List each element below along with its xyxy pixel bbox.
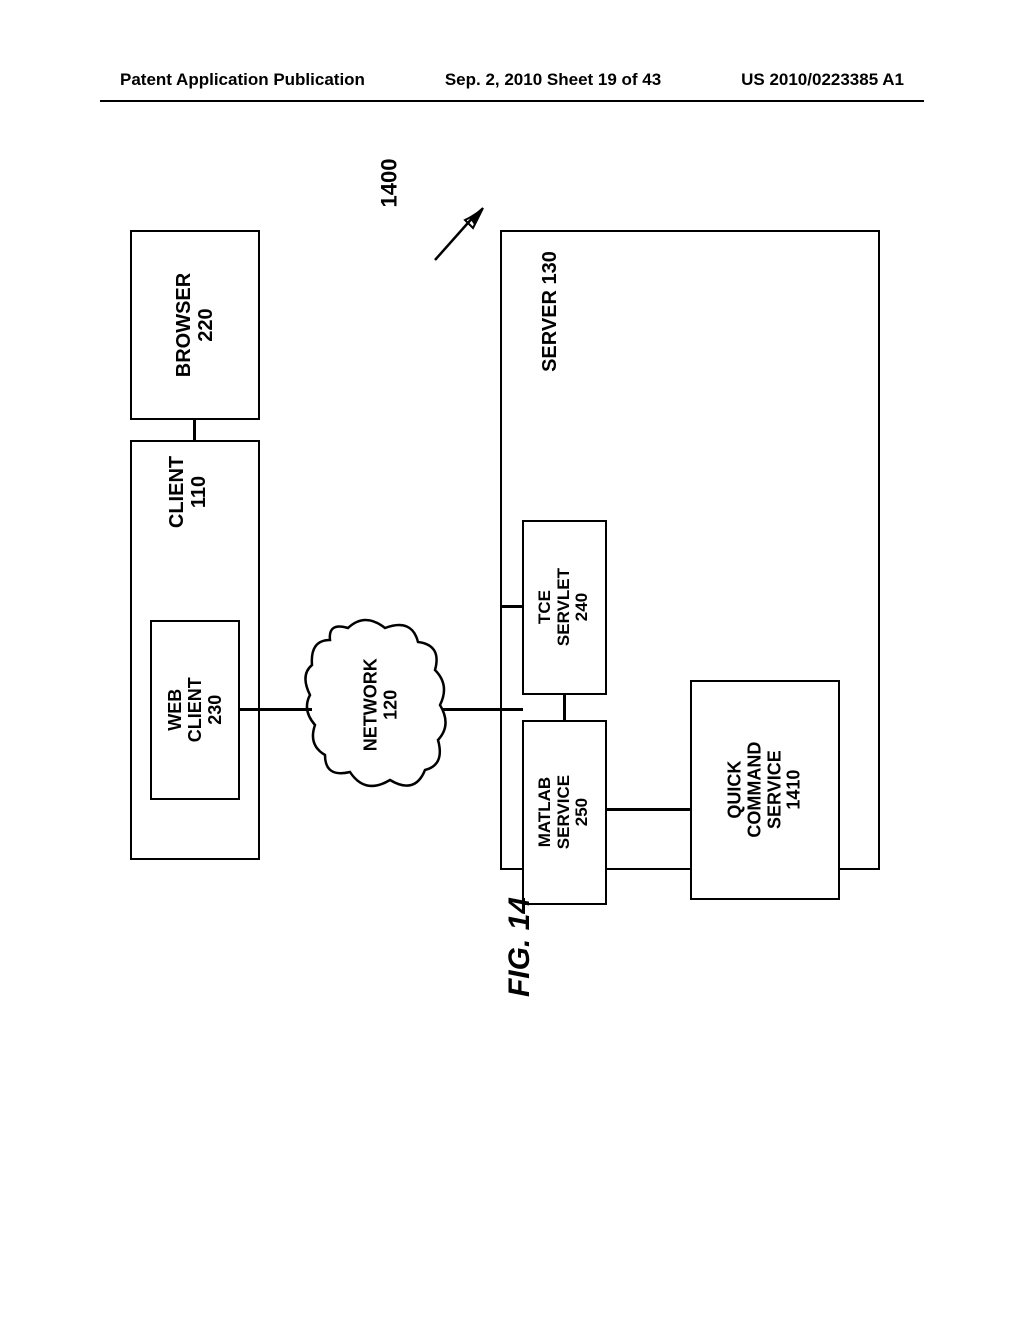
header-patent-number: US 2010/0223385 A1 [741,70,904,90]
browser-num: 220 [195,273,217,377]
figure-label: FIG. 14 [503,897,537,997]
browser-box: BROWSER 220 [130,230,260,420]
tce-box: TCE SERVLET 240 [522,520,607,695]
tce-l1: TCE [536,568,555,646]
server-label: SERVER 130 [539,251,562,372]
client-label-group: CLIENT 110 [166,456,210,528]
quick-l3: SERVICE [765,742,785,838]
network-l1: NETWORK [362,658,382,751]
browser-label: BROWSER [173,273,195,377]
network-label-group: NETWORK 120 [362,658,402,751]
header-divider [100,100,924,102]
header-date-sheet: Sep. 2, 2010 Sheet 19 of 43 [445,70,661,90]
quick-l1: QUICK [725,742,745,838]
quick-box: QUICK COMMAND SERVICE 1410 [690,680,840,900]
quick-l2: COMMAND [745,742,765,838]
header-publication: Patent Application Publication [120,70,365,90]
matlab-l2: SERVICE [555,775,574,849]
matlab-box: MATLAB SERVICE 250 [522,720,607,905]
client-num: 110 [188,456,210,528]
webclient-l2: CLIENT [185,677,205,742]
tce-l3: 240 [574,568,593,646]
network-l2: 120 [382,658,402,751]
page-header: Patent Application Publication Sep. 2, 2… [0,70,1024,90]
matlab-l3: 250 [574,775,593,849]
line-tce-matlab [563,695,566,720]
client-label: CLIENT [166,456,188,528]
line-webclient-network [240,708,312,711]
reference-number: 1400 [376,159,402,208]
webclient-box: WEB CLIENT 230 [150,620,240,800]
webclient-l3: 230 [205,677,225,742]
tce-l2: SERVLET [555,568,574,646]
reference-arrow [425,200,495,270]
line-network-server [443,708,523,711]
line-matlab-quick [607,808,690,811]
line-browser-client [193,420,196,440]
matlab-l1: MATLAB [536,775,555,849]
webclient-l1: WEB [165,677,185,742]
line-servlet-internal [500,605,522,608]
quick-l4: 1410 [785,742,805,838]
